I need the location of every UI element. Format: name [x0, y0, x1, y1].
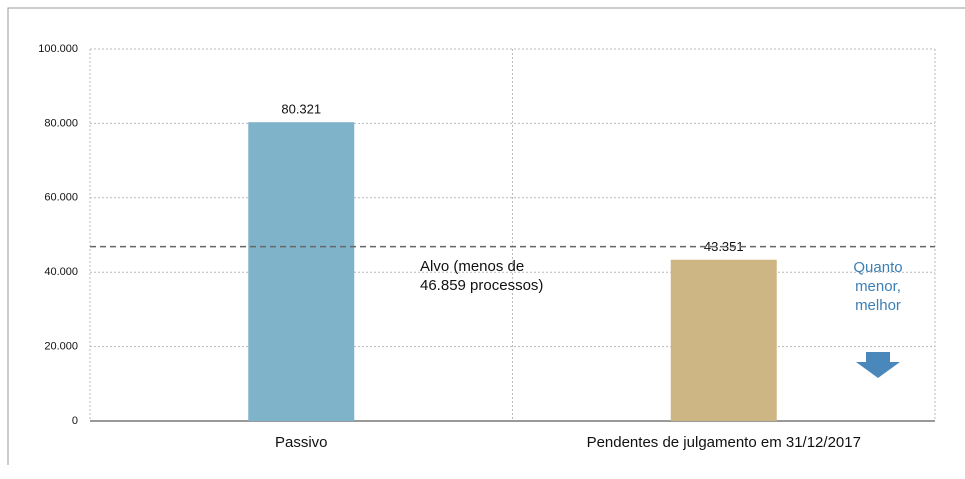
target-label: 46.859 processos) — [420, 277, 543, 294]
note: menor, — [855, 278, 901, 295]
y-tick-label: 100.000 — [38, 43, 78, 55]
value-label: 80.321 — [281, 102, 321, 117]
y-tick-label: 80.000 — [44, 117, 78, 129]
note: melhor — [855, 297, 901, 314]
bar — [670, 259, 777, 421]
bar — [248, 122, 355, 422]
arrow-shaft — [866, 352, 890, 364]
frame — [7, 7, 965, 465]
target-label: Alvo (menos de — [420, 258, 524, 275]
arrow-head — [856, 362, 900, 378]
y-tick-label: 0 — [72, 415, 78, 427]
x-tick-label: Passivo — [275, 434, 328, 451]
x-tick-label: Pendentes de julgamento em 31/12/2017 — [587, 434, 861, 451]
y-tick-label: 40.000 — [44, 266, 78, 278]
y-tick-label: 20.000 — [44, 341, 78, 353]
y-tick-label: 60.000 — [44, 192, 78, 204]
note: Quanto — [853, 259, 902, 276]
